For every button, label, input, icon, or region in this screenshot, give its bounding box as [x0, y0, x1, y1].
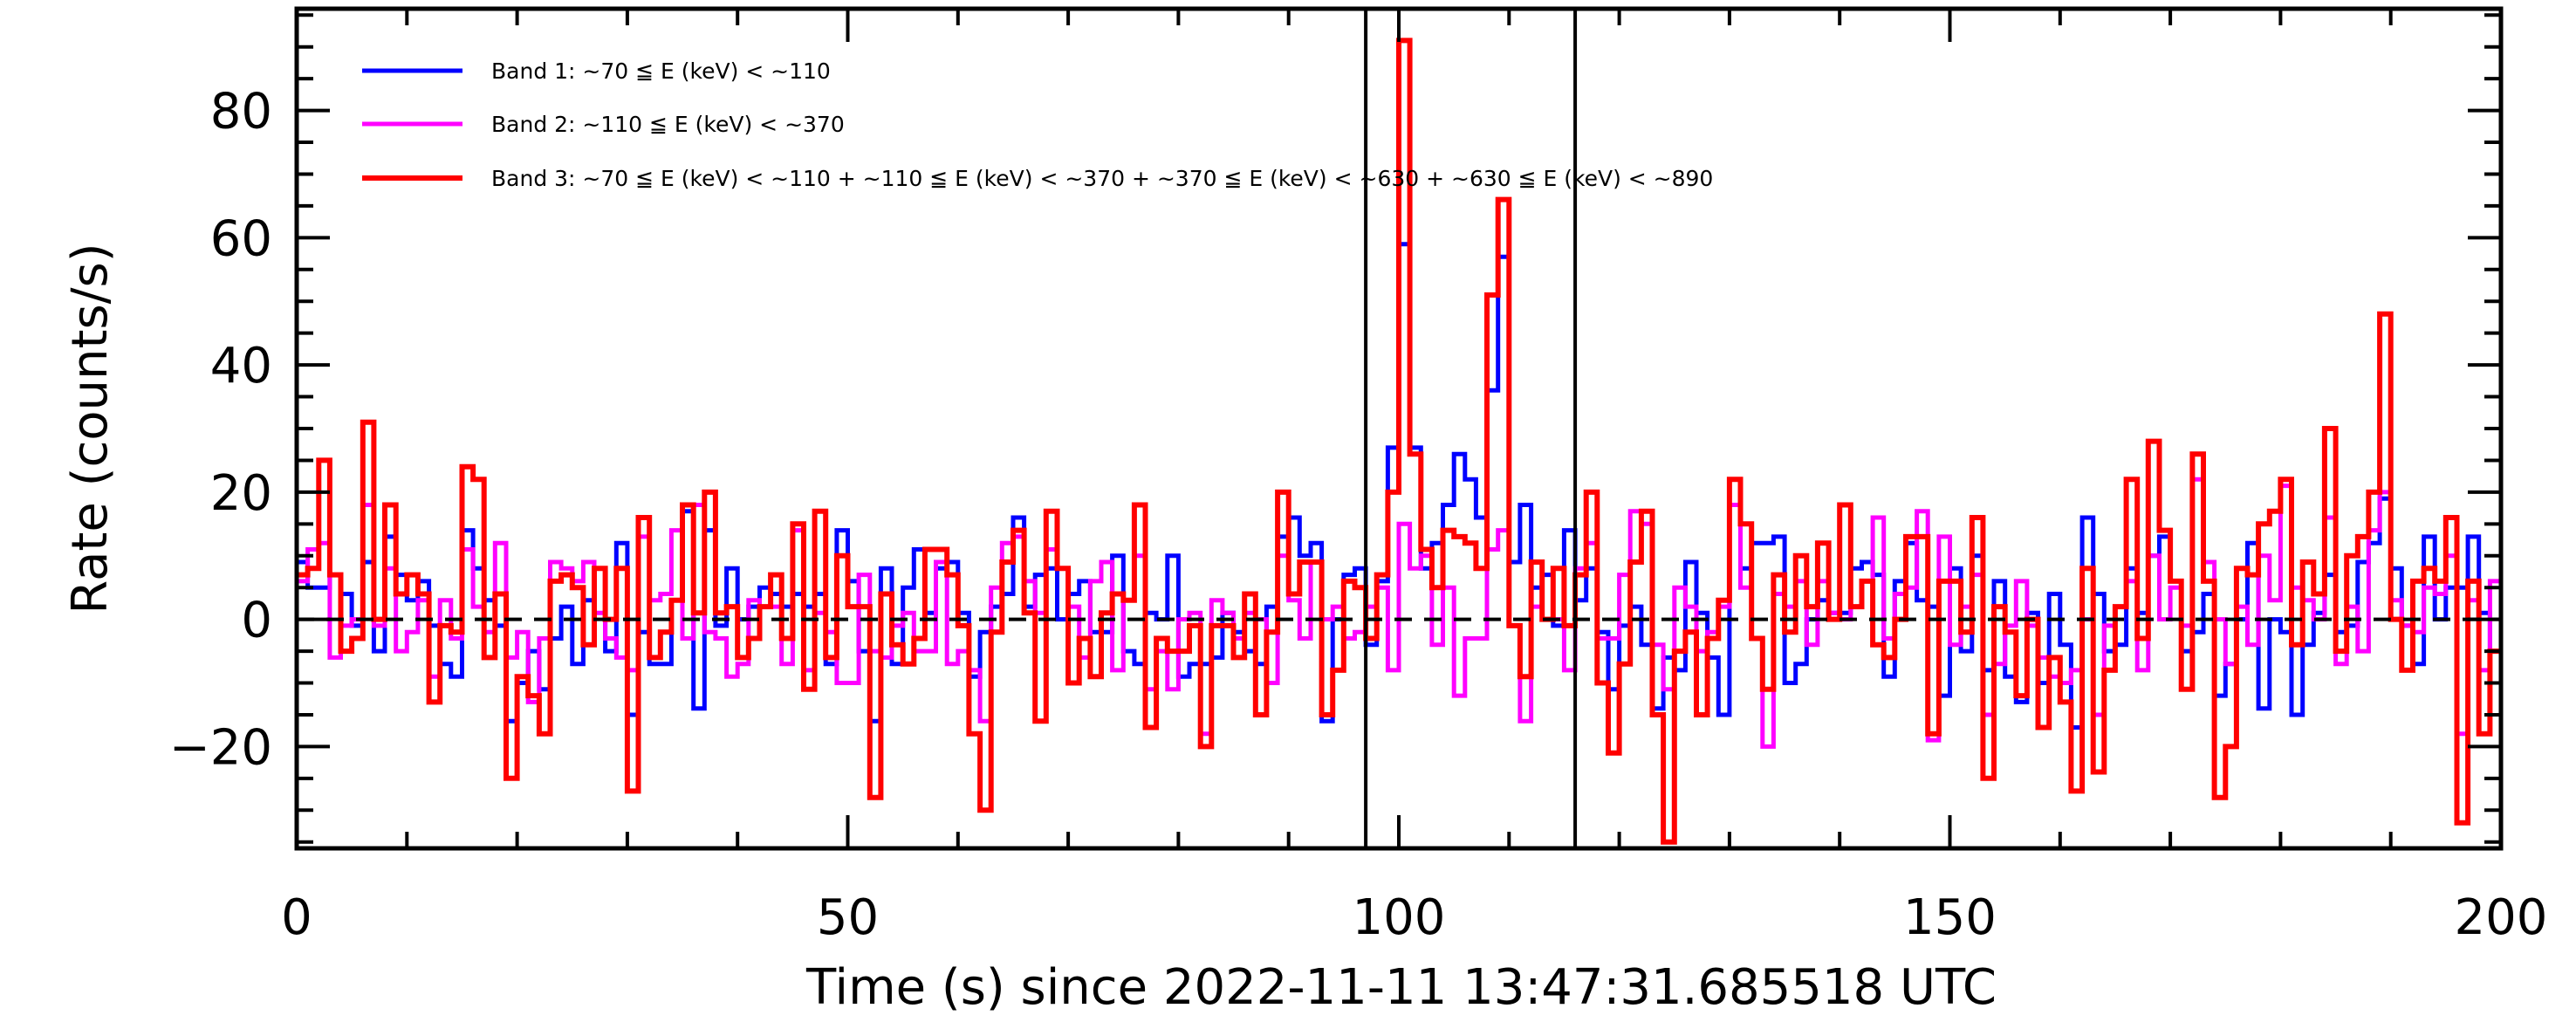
y-tick-label: −20	[169, 719, 272, 776]
y-tick-label: 80	[210, 84, 272, 141]
x-tick-label: 50	[817, 889, 879, 946]
legend: Band 1: ~70 ≦ E (keV) < ~110 Band 2: ~11…	[362, 58, 1713, 191]
x-tick-label: 100	[1353, 889, 1446, 946]
legend-label-band-3: Band 3: ~70 ≦ E (keV) < ~110 + ~110 ≦ E …	[491, 166, 1713, 191]
y-tick-label: 20	[210, 465, 272, 522]
y-tick-label: 60	[210, 210, 272, 267]
x-tick-label: 0	[281, 889, 312, 946]
y-axis-title: Rate (counts/s)	[62, 243, 119, 614]
y-tick-label: 40	[210, 338, 272, 394]
legend-label-band-2: Band 2: ~110 ≦ E (keV) < ~370	[491, 112, 845, 137]
y-tick-label: 0	[241, 593, 272, 649]
x-tick-label: 150	[1903, 889, 1997, 946]
legend-label-band-1: Band 1: ~70 ≦ E (keV) < ~110	[491, 58, 831, 84]
x-axis-title: Time (s) since 2022-11-11 13:47:31.68551…	[805, 959, 1997, 1016]
axes: 0 50 100 150 200 −20 0 20 40 60 80	[169, 6, 2548, 946]
x-tick-label: 200	[2455, 889, 2548, 946]
reference-lines	[297, 9, 2501, 848]
series-line-band-3	[297, 38, 2501, 845]
series-layer	[297, 38, 2501, 845]
